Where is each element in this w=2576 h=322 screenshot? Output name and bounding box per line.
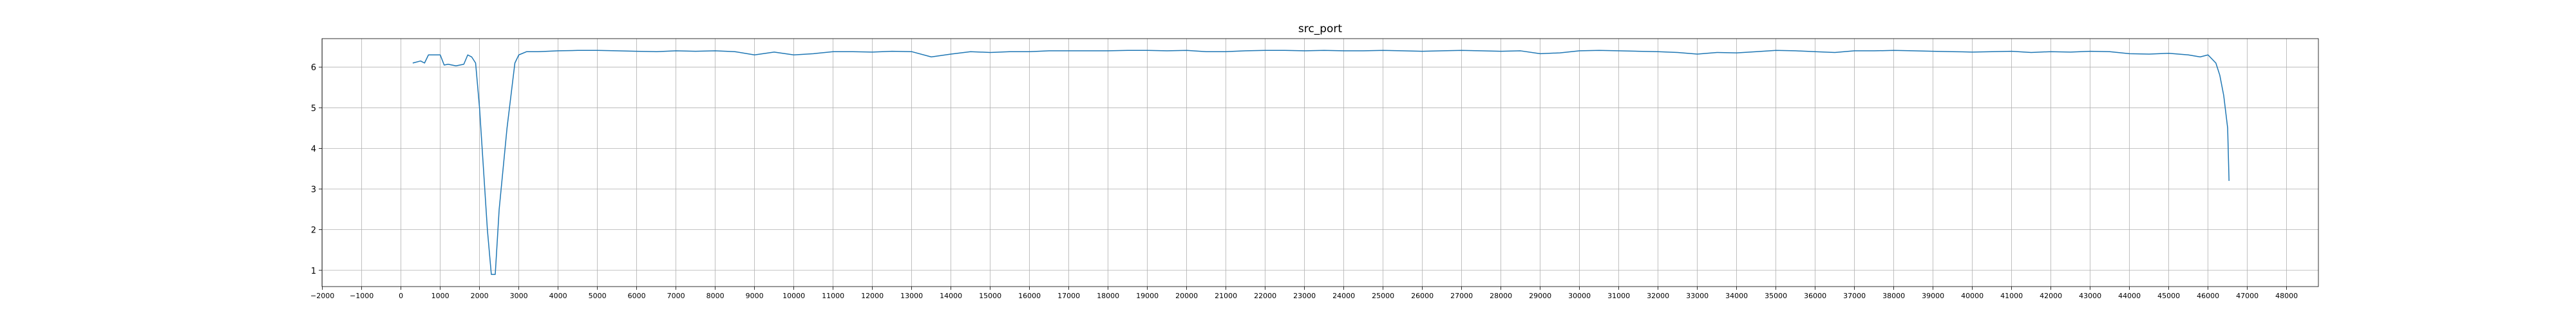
x-tick-label: 12000 [861, 292, 884, 300]
x-tick-label: 42000 [2040, 292, 2062, 300]
x-tick-label: 4000 [549, 292, 567, 300]
x-tick-label: −1000 [350, 292, 374, 300]
y-tick-label: 3 [311, 185, 316, 195]
plot-frame [321, 38, 2319, 287]
x-tick-label: 14000 [940, 292, 962, 300]
x-tick-label: 13000 [900, 292, 923, 300]
x-tick-label: 3000 [510, 292, 528, 300]
x-tick-label: 45000 [2157, 292, 2180, 300]
y-tick-label: 5 [311, 104, 316, 113]
x-tick-label: 10000 [782, 292, 805, 300]
y-tick-label: 6 [311, 63, 316, 73]
x-tick-label: 36000 [1804, 292, 1826, 300]
chart-title: src_port [1298, 23, 1343, 35]
x-tick-label: 22000 [1254, 292, 1276, 300]
x-tick-label: −2000 [310, 292, 334, 300]
x-tick-label: 16000 [1018, 292, 1041, 300]
x-tick-label: 20000 [1175, 292, 1198, 300]
x-tick-label: 32000 [1647, 292, 1669, 300]
x-tick-label: 18000 [1097, 292, 1119, 300]
y-tick-label: 2 [311, 226, 316, 236]
x-tick-label: 44000 [2118, 292, 2141, 300]
x-tick-label: 2000 [471, 292, 489, 300]
x-tick-label: 7000 [667, 292, 685, 300]
x-tick-label: 35000 [1765, 292, 1787, 300]
x-tick-label: 29000 [1529, 292, 1551, 300]
x-tick-label: 9000 [746, 292, 764, 300]
x-tick-label: 26000 [1411, 292, 1434, 300]
x-tick-label: 38000 [1882, 292, 1905, 300]
x-tick-label: 28000 [1490, 292, 1512, 300]
x-tick-label: 15000 [979, 292, 1001, 300]
x-tick-label: 37000 [1843, 292, 1866, 300]
x-tick-label: 8000 [706, 292, 724, 300]
data-line [412, 50, 2230, 275]
x-tick-label: 34000 [1725, 292, 1748, 300]
x-tick-label: 40000 [1961, 292, 1984, 300]
x-tick-label: 1000 [431, 292, 450, 300]
x-tick-label: 41000 [2000, 292, 2023, 300]
y-tick-label: 4 [311, 144, 316, 154]
x-tick-label: 31000 [1607, 292, 1630, 300]
x-tick-label: 21000 [1215, 292, 1237, 300]
x-tick-label: 30000 [1568, 292, 1591, 300]
x-tick-label: 23000 [1293, 292, 1316, 300]
x-tick-label: 19000 [1136, 292, 1159, 300]
x-tick-label: 5000 [589, 292, 607, 300]
y-tick-label: 1 [311, 267, 316, 276]
x-tick-label: 27000 [1450, 292, 1473, 300]
x-tick-label: 33000 [1686, 292, 1709, 300]
x-tick-label: 24000 [1332, 292, 1355, 300]
x-tick-label: 6000 [628, 292, 646, 300]
x-tick-label: 0 [399, 292, 403, 300]
x-tick-label: 39000 [1922, 292, 1944, 300]
x-tick-label: 48000 [2275, 292, 2298, 300]
x-tick-label: 25000 [1372, 292, 1394, 300]
x-tick-label: 46000 [2197, 292, 2219, 300]
x-tick-label: 17000 [1057, 292, 1080, 300]
x-tick-label: 11000 [822, 292, 844, 300]
x-tick-label: 43000 [2079, 292, 2101, 300]
x-tick-label: 47000 [2236, 292, 2259, 300]
